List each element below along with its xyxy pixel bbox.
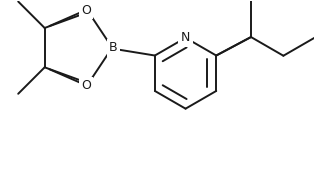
Text: N: N xyxy=(181,31,190,44)
Text: O: O xyxy=(81,78,91,92)
Text: O: O xyxy=(81,4,91,17)
Text: B: B xyxy=(109,41,118,54)
